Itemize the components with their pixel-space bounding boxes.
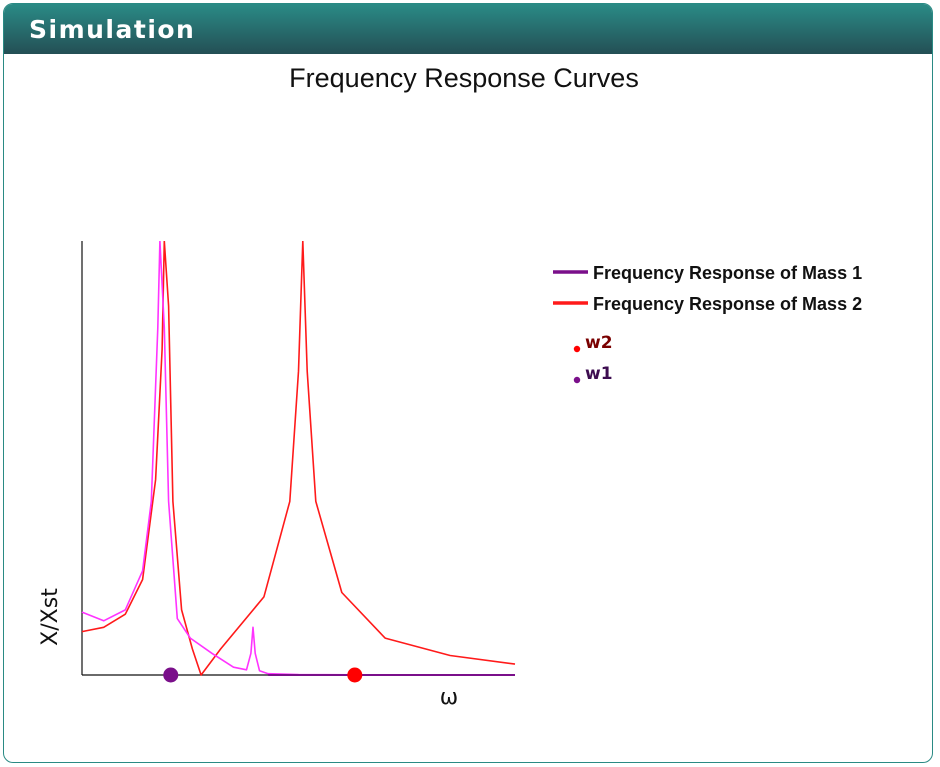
series-line-2 — [81, 241, 516, 676]
legend-dot-w1 — [573, 376, 581, 384]
chart-title: Frequency Response Curves — [289, 63, 639, 93]
legend-text-w1: w1 — [585, 364, 613, 384]
marker-w1[interactable] — [163, 667, 179, 683]
curves-group — [81, 241, 516, 676]
simulation-panel: Simulation — [3, 3, 933, 763]
marker-w2[interactable] — [347, 667, 363, 683]
legend-dot-w2 — [573, 345, 581, 353]
legend-label-2: Frequency Response of Mass 2 — [593, 294, 862, 314]
legend-label-1: Frequency Response of Mass 1 — [593, 263, 862, 283]
panel-header: Simulation — [4, 4, 932, 54]
x-axis-label: ω — [440, 685, 458, 710]
panel-title: Simulation — [29, 14, 196, 44]
series-line-1 — [81, 241, 515, 676]
plot-area — [81, 241, 516, 683]
legend-text-w2: w2 — [585, 333, 613, 353]
y-axis-label: X/Xst — [38, 588, 63, 646]
legend: Frequency Response of Mass 1 Frequency Re… — [553, 263, 862, 384]
